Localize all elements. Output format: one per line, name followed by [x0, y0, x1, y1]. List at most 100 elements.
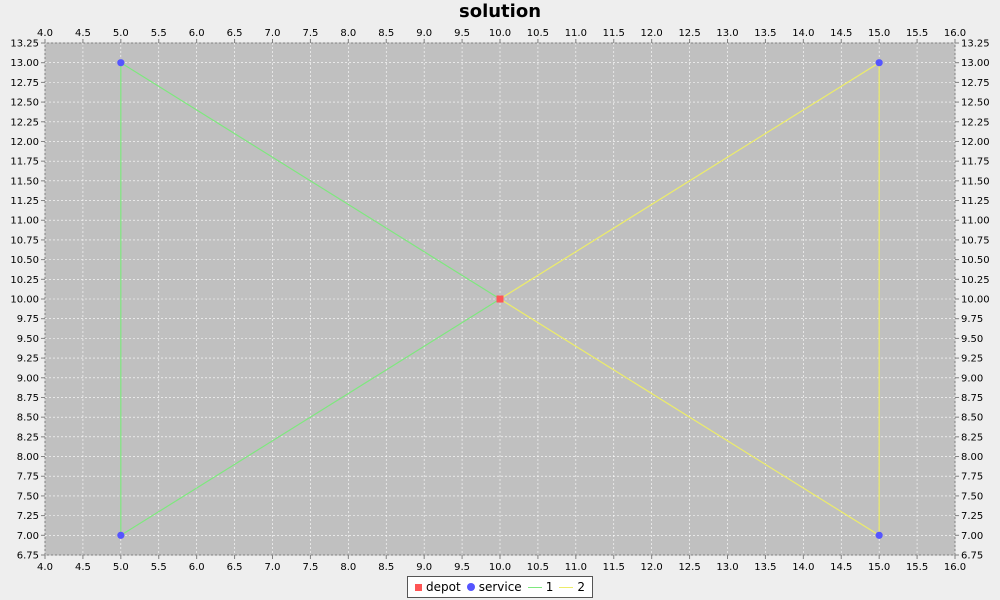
y-tick-label-left: 12.00	[10, 137, 39, 148]
y-tick-label-right: 10.00	[961, 295, 990, 306]
y-tick-label-right: 7.00	[961, 531, 983, 542]
x-tick-label-bottom: 7.0	[265, 562, 281, 573]
x-tick-label-bottom: 13.5	[754, 562, 776, 573]
x-tick-label-bottom: 10.0	[489, 562, 511, 573]
service-point	[875, 59, 883, 67]
x-tick-label-bottom: 9.5	[454, 562, 470, 573]
x-tick-label-bottom: 16.0	[944, 562, 966, 573]
x-tick-label-bottom: 14.0	[792, 562, 814, 573]
y-tick-label-right: 12.50	[961, 98, 990, 109]
legend-item-route-1: 1	[527, 580, 554, 594]
chart-legend: depot service 1 2	[407, 576, 593, 598]
y-tick-label-right: 11.25	[961, 196, 990, 207]
y-tick-label-left: 13.00	[10, 58, 39, 69]
x-tick-label-top: 10.0	[489, 28, 511, 39]
y-tick-label-left: 8.00	[17, 452, 39, 463]
x-tick-label-top: 7.0	[265, 28, 281, 39]
y-tick-label-left: 10.00	[10, 295, 39, 306]
route-line-2	[499, 61, 880, 537]
y-tick-label-left: 8.75	[17, 393, 39, 404]
x-tick-label-bottom: 8.0	[340, 562, 356, 573]
x-tick-label-top: 9.0	[416, 28, 432, 39]
x-tick-label-top: 6.5	[227, 28, 243, 39]
x-tick-label-top: 7.5	[302, 28, 318, 39]
y-tick-label-left: 11.75	[10, 157, 39, 168]
y-tick-label-right: 12.25	[961, 117, 990, 128]
service-point	[117, 59, 125, 67]
y-tick-label-left: 12.25	[10, 117, 39, 128]
y-tick-label-right: 9.75	[961, 314, 983, 325]
y-tick-label-left: 7.00	[17, 531, 39, 542]
x-tick-label-top: 4.0	[37, 28, 53, 39]
x-tick-label-bottom: 10.5	[527, 562, 549, 573]
y-tick-label-left: 7.25	[17, 511, 39, 522]
x-tick-label-bottom: 12.5	[678, 562, 700, 573]
y-tick-label-right: 9.50	[961, 334, 983, 345]
legend-label-route-2: 2	[577, 580, 585, 594]
x-tick-label-top: 15.0	[868, 28, 890, 39]
x-tick-label-top: 15.5	[906, 28, 928, 39]
x-tick-label-top: 14.5	[830, 28, 852, 39]
x-tick-label-top: 9.5	[454, 28, 470, 39]
service-point	[117, 531, 125, 539]
y-tick-label-right: 8.50	[961, 413, 983, 424]
y-tick-label-left: 13.25	[10, 39, 39, 50]
y-tick-label-left: 11.25	[10, 196, 39, 207]
y-tick-label-right: 12.00	[961, 137, 990, 148]
x-tick-label-top: 12.0	[641, 28, 663, 39]
y-tick-label-right: 12.75	[961, 78, 990, 89]
depot-point	[496, 295, 504, 303]
y-tick-label-right: 11.00	[961, 216, 990, 227]
y-tick-label-left: 7.50	[17, 491, 39, 502]
legend-label-depot: depot	[426, 580, 461, 594]
y-tick-label-right: 6.75	[961, 551, 983, 562]
x-tick-label-top: 4.5	[75, 28, 91, 39]
y-tick-label-left: 11.50	[10, 176, 39, 187]
x-tick-label-top: 13.5	[754, 28, 776, 39]
line-icon	[559, 586, 574, 588]
x-tick-label-bottom: 5.5	[151, 562, 167, 573]
legend-label-route-1: 1	[545, 580, 554, 594]
x-tick-label-top: 14.0	[792, 28, 814, 39]
x-tick-label-top: 11.0	[565, 28, 587, 39]
y-tick-label-right: 13.00	[961, 58, 990, 69]
service-point	[875, 531, 883, 539]
y-tick-label-right: 11.75	[961, 157, 990, 168]
y-tick-label-right: 13.25	[961, 39, 990, 50]
y-tick-label-right: 9.25	[961, 354, 983, 365]
x-tick-label-top: 5.0	[113, 28, 129, 39]
y-tick-label-left: 6.75	[17, 551, 39, 562]
x-tick-label-bottom: 15.0	[868, 562, 890, 573]
y-tick-label-right: 7.75	[961, 472, 983, 483]
x-tick-label-bottom: 7.5	[302, 562, 318, 573]
x-tick-label-top: 10.5	[527, 28, 549, 39]
x-tick-label-top: 11.5	[603, 28, 625, 39]
x-tick-label-top: 16.0	[944, 28, 966, 39]
circle-icon	[466, 583, 475, 591]
y-tick-label-left: 9.25	[17, 354, 39, 365]
x-tick-label-bottom: 6.0	[189, 562, 205, 573]
y-tick-label-right: 9.00	[961, 373, 983, 384]
legend-item-depot: depot	[415, 580, 461, 594]
y-tick-label-left: 10.50	[10, 255, 39, 266]
y-tick-label-right: 8.25	[961, 432, 983, 443]
y-tick-label-right: 7.25	[961, 511, 983, 522]
y-tick-label-right: 11.50	[961, 176, 990, 187]
x-tick-label-bottom: 6.5	[227, 562, 243, 573]
x-tick-label-top: 13.0	[716, 28, 738, 39]
y-tick-label-left: 11.00	[10, 216, 39, 227]
legend-item-service: service	[466, 580, 522, 594]
y-tick-label-right: 10.75	[961, 235, 990, 246]
x-tick-label-bottom: 4.5	[75, 562, 91, 573]
y-tick-label-left: 12.50	[10, 98, 39, 109]
x-tick-label-top: 5.5	[151, 28, 167, 39]
x-tick-label-top: 12.5	[678, 28, 700, 39]
chart-title: solution	[458, 1, 542, 22]
square-icon	[415, 583, 423, 591]
x-tick-label-bottom: 11.5	[603, 562, 625, 573]
x-tick-label-bottom: 13.0	[716, 562, 738, 573]
x-tick-label-bottom: 9.0	[416, 562, 432, 573]
y-tick-label-right: 8.75	[961, 393, 983, 404]
y-tick-label-left: 12.75	[10, 78, 39, 89]
